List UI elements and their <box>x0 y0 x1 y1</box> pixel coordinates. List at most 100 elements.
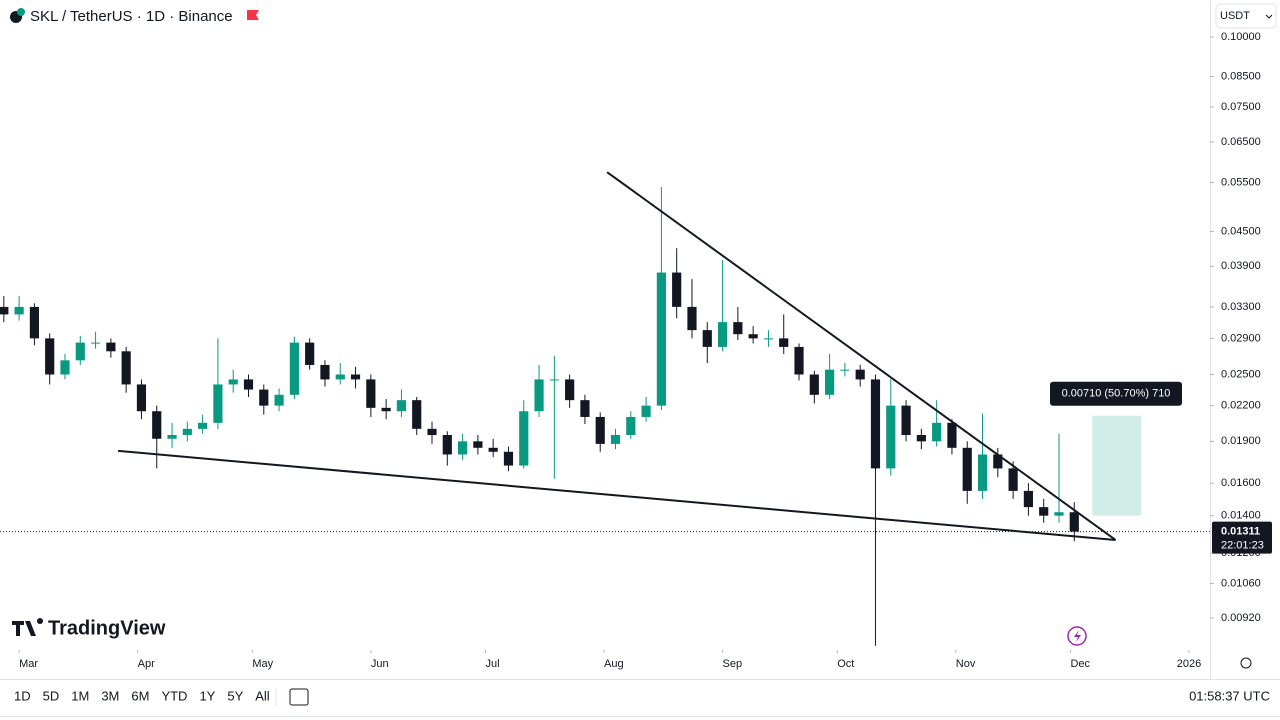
candle-body <box>243 379 254 390</box>
y-tick-label: 0.07500 <box>1221 101 1261 113</box>
y-tick-label: 0.01400 <box>1221 510 1261 522</box>
candle-body <box>412 400 422 429</box>
x-tick-label: Jun <box>371 658 389 670</box>
currency[interactable]: USDT <box>1220 10 1250 22</box>
candle-body <box>534 379 544 412</box>
calendar-icon[interactable] <box>289 688 309 706</box>
candle-body <box>396 400 407 412</box>
candle-body <box>947 422 957 448</box>
range-button[interactable]: YTD <box>161 688 187 703</box>
candle-body <box>641 405 651 417</box>
candle-body <box>565 379 575 401</box>
x-tick-label: Mar <box>19 658 38 670</box>
y-tick-label: 0.02500 <box>1221 368 1261 380</box>
candle-body <box>45 338 55 375</box>
y-tick-label: 0.00920 <box>1221 612 1261 624</box>
candle-body <box>488 447 498 452</box>
y-tick-label: 0.02900 <box>1221 332 1261 344</box>
settings-icon[interactable] <box>1240 657 1252 669</box>
candle-body <box>886 405 896 469</box>
x-tick-label: Jul <box>486 658 500 670</box>
toolbar <box>0 680 1280 720</box>
candle-body <box>14 306 24 315</box>
y-tick-label: 0.03900 <box>1221 260 1261 272</box>
range-button[interactable]: 3M <box>101 688 119 703</box>
candle-body <box>717 322 728 347</box>
measurement-label-bg <box>1050 381 1182 406</box>
candle-body <box>228 379 238 385</box>
flag-icon <box>247 10 259 20</box>
candle-body <box>1054 512 1064 516</box>
candle-body <box>672 272 682 307</box>
candle-body <box>442 434 452 455</box>
y-tick-label: 0.08500 <box>1221 70 1261 82</box>
candle-body <box>335 374 345 380</box>
projection-box <box>1092 415 1142 516</box>
candle-body <box>626 416 636 435</box>
candle-body <box>870 379 881 469</box>
candle-body <box>595 416 605 444</box>
candle-body <box>687 306 697 331</box>
candle-body <box>198 422 208 429</box>
y-tick-label: 0.10000 <box>1221 31 1261 43</box>
candle-body <box>993 454 1003 469</box>
trendline <box>118 449 1116 541</box>
candle-body <box>366 379 376 408</box>
price-label-bg <box>1212 521 1272 554</box>
candle-body <box>289 342 299 395</box>
x-tick-label: Dec <box>1070 658 1090 670</box>
candle-body <box>259 389 269 406</box>
x-tick-label: Nov <box>956 658 976 670</box>
y-tick-label: 0.01900 <box>1221 435 1261 447</box>
candle-body <box>136 384 147 412</box>
candle-body <box>748 334 758 339</box>
candle-body <box>213 384 223 423</box>
candle-body <box>610 434 621 444</box>
candle-body <box>794 346 804 375</box>
range-button[interactable]: 1M <box>71 688 89 703</box>
y-tick-label: 0.02200 <box>1221 400 1261 412</box>
range-button[interactable]: All <box>255 688 270 703</box>
candle-body <box>320 364 330 380</box>
range-button[interactable]: 6M <box>131 688 149 703</box>
candle-body <box>458 441 468 455</box>
candle-body <box>121 351 131 385</box>
candle-body <box>473 441 483 448</box>
currency-button[interactable] <box>1215 3 1277 29</box>
candle-body <box>381 407 391 412</box>
countdown: 22:01:23 <box>1221 540 1264 552</box>
candle-body <box>779 338 789 347</box>
clock[interactable]: 01:58:37 UTC <box>1189 688 1270 703</box>
candle-body <box>549 379 559 381</box>
brand-logo <box>12 618 43 636</box>
event-icon[interactable] <box>1067 626 1087 646</box>
y-tick-label: 0.03300 <box>1221 301 1261 313</box>
y-tick-label: 0.01600 <box>1221 477 1261 489</box>
event-icon <box>1074 630 1081 642</box>
brand: TradingView <box>48 617 166 639</box>
chart-title: SKL / TetherUS · 1D · Binance <box>30 8 233 25</box>
measurement-label: 0.00710 (50.70%) 710 <box>1062 388 1171 400</box>
range-button[interactable]: 1D <box>14 688 31 703</box>
y-tick-label: 0.04500 <box>1221 225 1261 237</box>
range-button[interactable]: 5D <box>43 688 60 703</box>
candle-body <box>60 360 70 375</box>
y-tick-label: 0.06500 <box>1221 136 1261 148</box>
candle-body <box>75 342 85 361</box>
y-tick-label: 0.01060 <box>1221 577 1261 589</box>
x-tick-label: 2026 <box>1177 658 1201 670</box>
price-label: 0.01311 <box>1221 526 1260 538</box>
candle-body <box>90 342 101 344</box>
range-button[interactable]: 1Y <box>199 688 215 703</box>
candle-body <box>932 422 942 442</box>
y-tick-label: 0.05500 <box>1221 176 1261 188</box>
x-tick-label: Sep <box>723 658 743 670</box>
x-tick-label: Oct <box>837 658 854 670</box>
range-button[interactable]: 5Y <box>227 688 243 703</box>
candle-body <box>29 306 39 339</box>
x-tick-label: May <box>252 658 273 670</box>
candle-body <box>305 342 315 365</box>
candle-body <box>1069 512 1079 532</box>
